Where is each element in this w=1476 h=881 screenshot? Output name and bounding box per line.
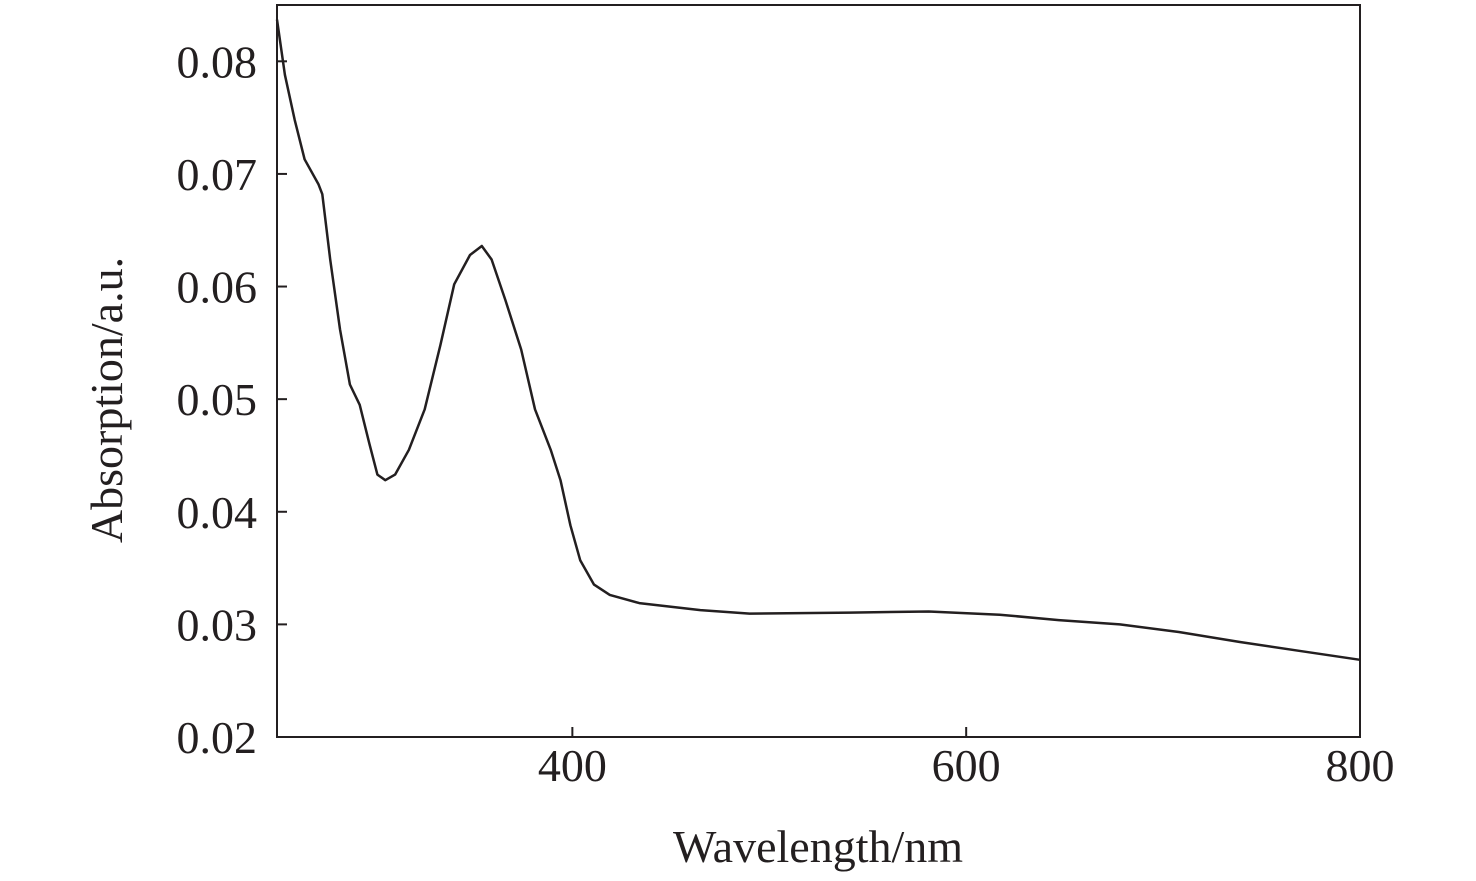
y-tick-label: 0.07: [177, 149, 258, 200]
series-line-absorption: [275, 19, 1361, 662]
y-tick-label: 0.05: [177, 374, 258, 425]
plot-frame: [276, 4, 1361, 738]
x-tick-label: 600: [932, 740, 1001, 791]
y-tick-label: 0.08: [177, 36, 258, 87]
x-axis-label: Wavelength/nm: [673, 821, 963, 872]
y-axis-label: Absorption/a.u.: [81, 257, 132, 543]
y-tick-label: 0.06: [177, 262, 258, 313]
y-tick-label: 0.04: [177, 487, 258, 538]
y-tick-label: 0.02: [177, 712, 258, 763]
x-tick-label: 800: [1326, 740, 1395, 791]
y-tick-label: 0.03: [177, 599, 258, 650]
x-tick-label: 400: [538, 740, 607, 791]
